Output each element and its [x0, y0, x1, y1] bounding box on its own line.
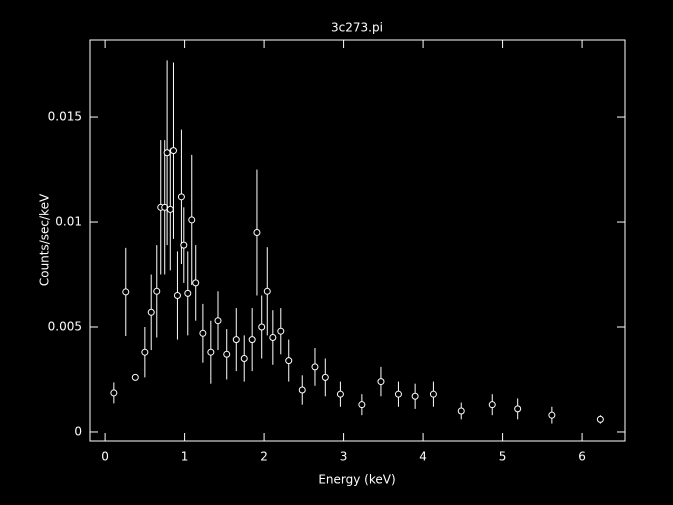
data-point: [429, 390, 437, 398]
chart-title: 3c273.pi: [331, 21, 383, 35]
y-tick-label: 0.015: [48, 110, 82, 124]
data-point: [232, 336, 240, 344]
x-axis-label: Energy (keV): [318, 473, 395, 487]
data-point: [311, 363, 319, 371]
data-point: [336, 390, 344, 398]
data-point: [223, 350, 231, 358]
x-tick-label: 4: [419, 450, 427, 464]
data-point: [411, 392, 419, 400]
data-point: [141, 348, 149, 356]
data-point: [269, 333, 277, 341]
data-point: [377, 378, 385, 386]
data-point: [514, 405, 522, 413]
data-point: [548, 411, 556, 419]
data-point: [163, 149, 171, 157]
data-point: [488, 401, 496, 409]
plot-frame: [89, 39, 626, 442]
y-tick-label: 0: [74, 424, 82, 438]
data-point: [253, 229, 261, 237]
data-point: [199, 329, 207, 337]
data-point: [184, 289, 192, 297]
data-point: [122, 288, 130, 296]
data-point: [285, 357, 293, 365]
data-point: [173, 292, 181, 300]
x-tick-label: 2: [260, 450, 268, 464]
data-point: [263, 287, 271, 295]
data-point: [110, 389, 118, 397]
x-tick-label: 0: [101, 450, 109, 464]
data-point: [596, 415, 604, 423]
data-point: [277, 327, 285, 335]
data-point: [166, 205, 174, 213]
y-tick-label: 0.005: [48, 319, 82, 333]
data-point: [358, 401, 366, 409]
data-point: [207, 348, 215, 356]
x-tick-label: 3: [340, 450, 348, 464]
data-point: [131, 373, 139, 381]
data-point: [240, 354, 248, 362]
data-point: [169, 147, 177, 155]
data-point: [258, 323, 266, 331]
data-point: [394, 390, 402, 398]
data-point: [153, 287, 161, 295]
data-point: [188, 216, 196, 224]
x-tick-label: 1: [181, 450, 189, 464]
data-point: [192, 279, 200, 287]
y-tick-label: 0.01: [55, 215, 82, 229]
data-point: [248, 336, 256, 344]
y-axis-label: Counts/sec/keV: [38, 193, 52, 286]
x-tick-label: 6: [578, 450, 586, 464]
x-tick-label: 5: [499, 450, 507, 464]
data-point: [457, 407, 465, 415]
data-point: [321, 373, 329, 381]
data-point: [298, 386, 306, 394]
data-point: [177, 193, 185, 201]
data-point: [180, 241, 188, 249]
data-point: [147, 308, 155, 316]
data-point: [214, 317, 222, 325]
